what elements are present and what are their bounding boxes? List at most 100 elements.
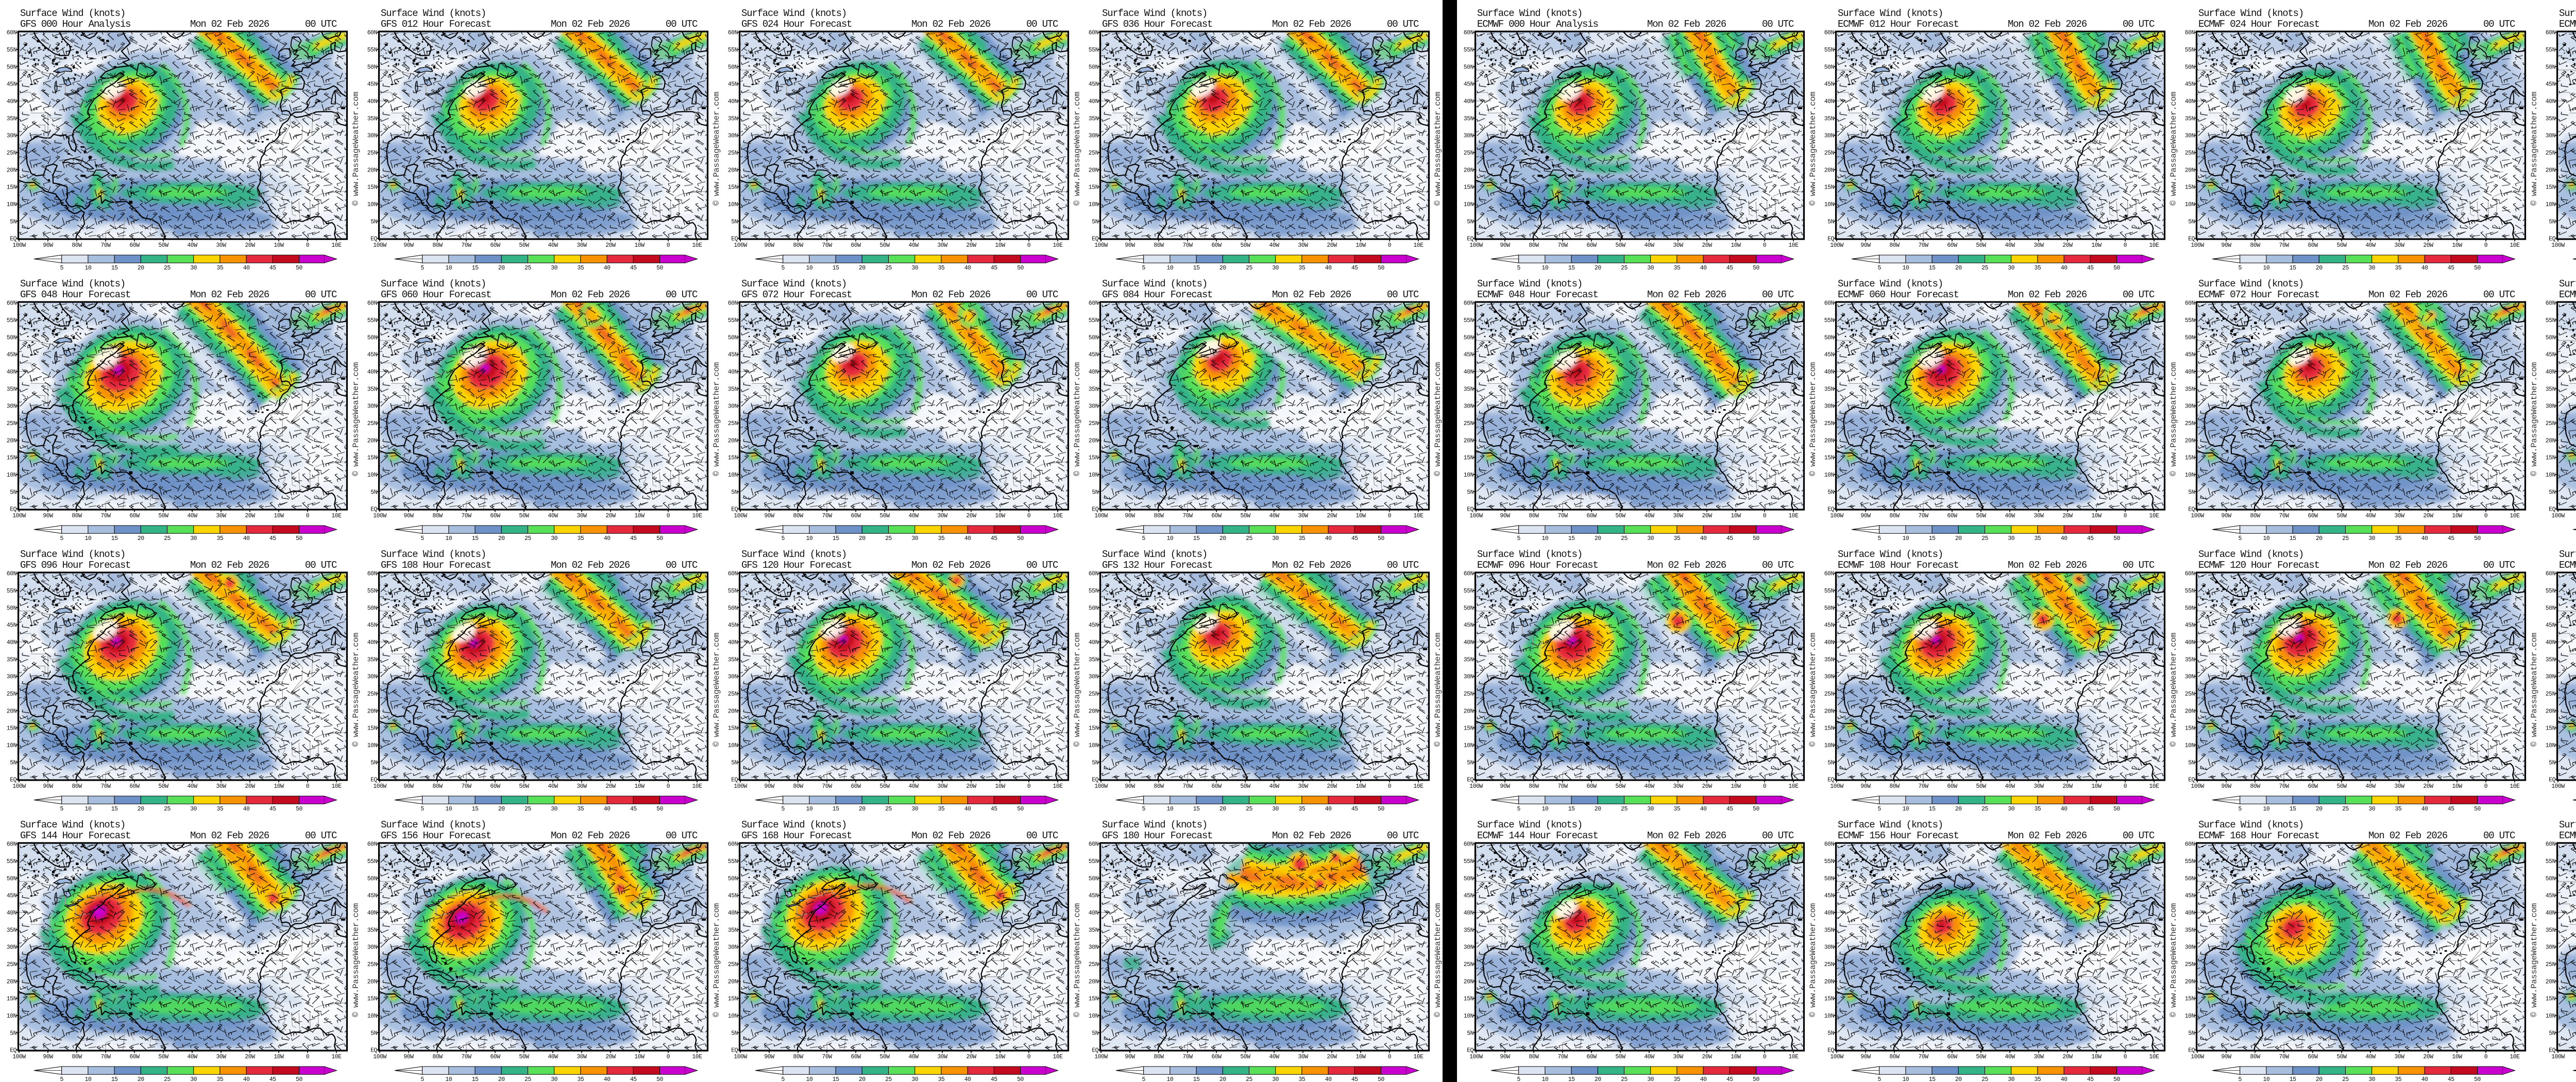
svg-text:© www.PassageWeather.com: © www.PassageWeather.com <box>712 92 721 206</box>
svg-text:00 UTC: 00 UTC <box>2123 289 2155 300</box>
svg-text:© www.PassageWeather.com: © www.PassageWeather.com <box>1073 903 1082 1017</box>
svg-text:Surface Wind (knots): Surface Wind (knots) <box>2559 278 2576 290</box>
svg-text:Surface Wind (knots): Surface Wind (knots) <box>1838 549 1943 560</box>
svg-text:© www.PassageWeather.com: © www.PassageWeather.com <box>1073 362 1082 476</box>
svg-text:Surface Wind (knots): Surface Wind (knots) <box>2559 8 2576 19</box>
svg-text:Surface Wind (knots): Surface Wind (knots) <box>1477 549 1582 560</box>
svg-text:Surface Wind (knots): Surface Wind (knots) <box>381 8 486 19</box>
svg-text:00 UTC: 00 UTC <box>1762 830 1794 841</box>
svg-text:© www.PassageWeather.com: © www.PassageWeather.com <box>351 362 361 476</box>
svg-text:GFS 120 Hour Forecast: GFS 120 Hour Forecast <box>741 560 852 571</box>
svg-text:ECMWF 156 Hour Forecast: ECMWF 156 Hour Forecast <box>1838 830 1959 841</box>
svg-text:Surface Wind (knots): Surface Wind (knots) <box>1838 8 1943 19</box>
svg-text:ECMWF 132 Hour Forecast: ECMWF 132 Hour Forecast <box>2559 560 2576 571</box>
svg-text:GFS 132 Hour Forecast: GFS 132 Hour Forecast <box>1102 560 1212 571</box>
svg-text:© www.PassageWeather.com: © www.PassageWeather.com <box>712 903 721 1017</box>
svg-text:Surface Wind (knots): Surface Wind (knots) <box>20 549 125 560</box>
svg-text:Mon 02 Feb 2026: Mon 02 Feb 2026 <box>911 289 991 300</box>
svg-text:Surface Wind (knots): Surface Wind (knots) <box>1477 819 1582 831</box>
svg-text:Mon 02 Feb 2026: Mon 02 Feb 2026 <box>1647 830 1726 841</box>
svg-text:00 UTC: 00 UTC <box>2123 560 2155 571</box>
svg-text:Mon 02 Feb 2026: Mon 02 Feb 2026 <box>551 560 630 571</box>
svg-text:Mon 02 Feb 2026: Mon 02 Feb 2026 <box>1272 560 1351 571</box>
svg-text:Mon 02 Feb 2026: Mon 02 Feb 2026 <box>2008 560 2087 571</box>
svg-text:Mon 02 Feb 2026: Mon 02 Feb 2026 <box>190 830 269 841</box>
svg-text:ECMWF 012 Hour Forecast: ECMWF 012 Hour Forecast <box>1838 19 1959 30</box>
svg-text:ECMWF 144 Hour Forecast: ECMWF 144 Hour Forecast <box>1477 830 1598 841</box>
svg-text:ECMWF 108 Hour Forecast: ECMWF 108 Hour Forecast <box>1838 560 1959 571</box>
svg-text:00 UTC: 00 UTC <box>666 560 698 571</box>
svg-text:GFS 108 Hour Forecast: GFS 108 Hour Forecast <box>381 560 491 571</box>
svg-text:© www.PassageWeather.com: © www.PassageWeather.com <box>2530 633 2539 747</box>
svg-text:Mon 02 Feb 2026: Mon 02 Feb 2026 <box>911 830 991 841</box>
svg-text:© www.PassageWeather.com: © www.PassageWeather.com <box>351 633 361 747</box>
svg-text:00 UTC: 00 UTC <box>2483 289 2515 300</box>
svg-text:© www.PassageWeather.com: © www.PassageWeather.com <box>1073 92 1082 206</box>
svg-text:© www.PassageWeather.com: © www.PassageWeather.com <box>1808 362 1818 476</box>
svg-text:00 UTC: 00 UTC <box>2483 830 2515 841</box>
svg-text:Surface Wind (knots): Surface Wind (knots) <box>1102 8 1207 19</box>
svg-text:00 UTC: 00 UTC <box>1026 19 1058 30</box>
svg-text:Surface Wind (knots): Surface Wind (knots) <box>1102 819 1207 831</box>
svg-text:Surface Wind (knots): Surface Wind (knots) <box>741 278 846 290</box>
svg-text:Mon 02 Feb 2026: Mon 02 Feb 2026 <box>911 19 991 30</box>
svg-text:00 UTC: 00 UTC <box>2123 830 2155 841</box>
svg-text:Surface Wind (knots): Surface Wind (knots) <box>1102 549 1207 560</box>
svg-text:Surface Wind (knots): Surface Wind (knots) <box>741 549 846 560</box>
svg-text:© www.PassageWeather.com: © www.PassageWeather.com <box>1433 633 1443 747</box>
svg-text:GFS 072 Hour Forecast: GFS 072 Hour Forecast <box>741 289 852 300</box>
svg-text:GFS 036 Hour Forecast: GFS 036 Hour Forecast <box>1102 19 1212 30</box>
svg-text:Mon 02 Feb 2026: Mon 02 Feb 2026 <box>911 560 991 571</box>
svg-text:Surface Wind (knots): Surface Wind (knots) <box>2198 549 2303 560</box>
svg-text:© www.PassageWeather.com: © www.PassageWeather.com <box>1433 903 1443 1017</box>
svg-text:00 UTC: 00 UTC <box>2123 19 2155 30</box>
svg-text:ECMWF 180 Hour Forecast: ECMWF 180 Hour Forecast <box>2559 830 2576 841</box>
svg-text:Surface Wind (knots): Surface Wind (knots) <box>381 549 486 560</box>
svg-text:© www.PassageWeather.com: © www.PassageWeather.com <box>712 633 721 747</box>
svg-text:© www.PassageWeather.com: © www.PassageWeather.com <box>351 903 361 1017</box>
svg-text:00 UTC: 00 UTC <box>1762 19 1794 30</box>
svg-text:GFS 180 Hour Forecast: GFS 180 Hour Forecast <box>1102 830 1212 841</box>
svg-text:Mon 02 Feb 2026: Mon 02 Feb 2026 <box>2368 560 2448 571</box>
svg-text:Surface Wind (knots): Surface Wind (knots) <box>1477 8 1582 19</box>
svg-text:00 UTC: 00 UTC <box>1026 830 1058 841</box>
svg-text:Surface Wind (knots): Surface Wind (knots) <box>1838 819 1943 831</box>
svg-text:© www.PassageWeather.com: © www.PassageWeather.com <box>2530 92 2539 206</box>
svg-text:GFS 012 Hour Forecast: GFS 012 Hour Forecast <box>381 19 491 30</box>
svg-text:Mon 02 Feb 2026: Mon 02 Feb 2026 <box>1647 289 1726 300</box>
svg-text:00 UTC: 00 UTC <box>305 19 337 30</box>
svg-text:© www.PassageWeather.com: © www.PassageWeather.com <box>2530 362 2539 476</box>
svg-text:00 UTC: 00 UTC <box>2483 560 2515 571</box>
svg-text:Mon 02 Feb 2026: Mon 02 Feb 2026 <box>2368 19 2448 30</box>
svg-text:Surface Wind (knots): Surface Wind (knots) <box>20 819 125 831</box>
svg-text:GFS 168 Hour Forecast: GFS 168 Hour Forecast <box>741 830 852 841</box>
svg-text:© www.PassageWeather.com: © www.PassageWeather.com <box>1808 633 1818 747</box>
svg-text:Mon 02 Feb 2026: Mon 02 Feb 2026 <box>1272 830 1351 841</box>
svg-text:© www.PassageWeather.com: © www.PassageWeather.com <box>1808 903 1818 1017</box>
svg-text:Mon 02 Feb 2026: Mon 02 Feb 2026 <box>1272 19 1351 30</box>
svg-text:Surface Wind (knots): Surface Wind (knots) <box>20 8 125 19</box>
svg-text:00 UTC: 00 UTC <box>1387 19 1419 30</box>
svg-text:Mon 02 Feb 2026: Mon 02 Feb 2026 <box>1647 560 1726 571</box>
svg-text:00 UTC: 00 UTC <box>1762 289 1794 300</box>
svg-text:GFS 084 Hour Forecast: GFS 084 Hour Forecast <box>1102 289 1212 300</box>
svg-text:GFS 000 Hour Analysis: GFS 000 Hour Analysis <box>20 19 130 30</box>
svg-text:GFS 156 Hour Forecast: GFS 156 Hour Forecast <box>381 830 491 841</box>
svg-text:ECMWF 000 Hour Analysis: ECMWF 000 Hour Analysis <box>1477 19 1598 30</box>
svg-text:GFS 024 Hour Forecast: GFS 024 Hour Forecast <box>741 19 852 30</box>
svg-text:Surface Wind (knots): Surface Wind (knots) <box>20 278 125 290</box>
svg-text:00 UTC: 00 UTC <box>666 289 698 300</box>
svg-text:ECMWF 048 Hour Forecast: ECMWF 048 Hour Forecast <box>1477 289 1598 300</box>
svg-text:GFS 096 Hour Forecast: GFS 096 Hour Forecast <box>20 560 130 571</box>
svg-text:ECMWF 072 Hour Forecast: ECMWF 072 Hour Forecast <box>2198 289 2319 300</box>
svg-text:© www.PassageWeather.com: © www.PassageWeather.com <box>2169 633 2178 747</box>
svg-text:Surface Wind (knots): Surface Wind (knots) <box>381 278 486 290</box>
svg-text:© www.PassageWeather.com: © www.PassageWeather.com <box>2530 903 2539 1017</box>
svg-text:Mon 02 Feb 2026: Mon 02 Feb 2026 <box>190 19 269 30</box>
svg-text:00 UTC: 00 UTC <box>1026 289 1058 300</box>
svg-text:Mon 02 Feb 2026: Mon 02 Feb 2026 <box>1647 19 1726 30</box>
svg-text:00 UTC: 00 UTC <box>2483 19 2515 30</box>
svg-text:Mon 02 Feb 2026: Mon 02 Feb 2026 <box>2008 830 2087 841</box>
svg-text:© www.PassageWeather.com: © www.PassageWeather.com <box>2169 362 2178 476</box>
svg-text:Surface Wind (knots): Surface Wind (knots) <box>2559 549 2576 560</box>
